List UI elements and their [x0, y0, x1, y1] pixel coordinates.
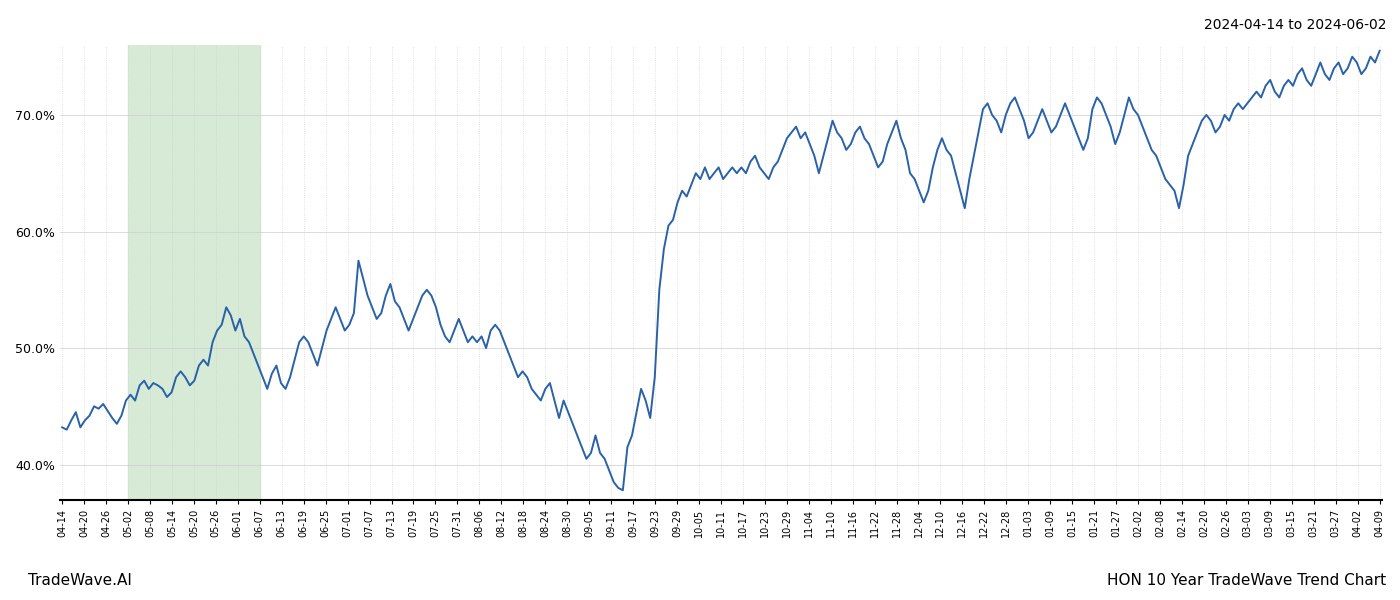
Text: HON 10 Year TradeWave Trend Chart: HON 10 Year TradeWave Trend Chart [1107, 573, 1386, 588]
Text: TradeWave.AI: TradeWave.AI [28, 573, 132, 588]
Bar [127, 45, 260, 500]
Text: 2024-04-14 to 2024-06-02: 2024-04-14 to 2024-06-02 [1204, 18, 1386, 32]
